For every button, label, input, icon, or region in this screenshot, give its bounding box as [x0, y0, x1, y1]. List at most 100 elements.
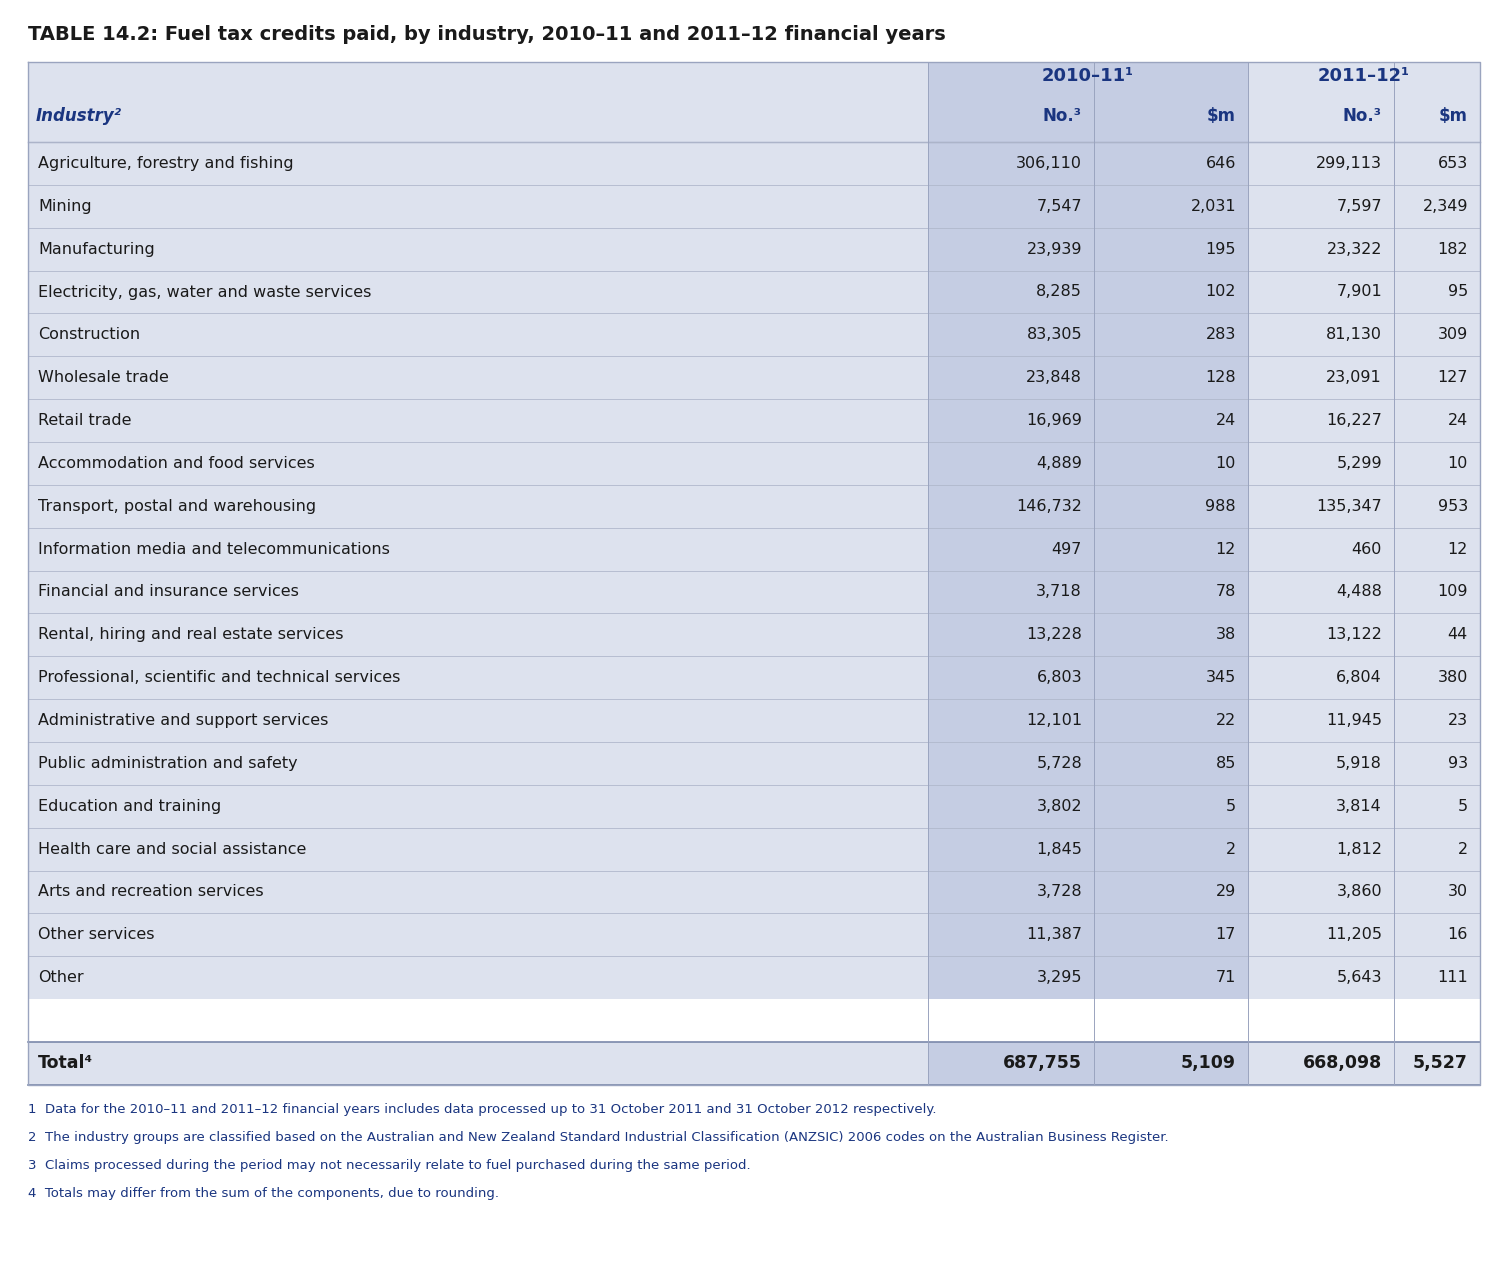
Text: 3,718: 3,718 [1036, 585, 1083, 599]
Text: 10: 10 [1215, 455, 1237, 471]
Text: 12: 12 [1215, 542, 1237, 557]
Text: Accommodation and food services: Accommodation and food services [38, 455, 315, 471]
Bar [1249, 62, 1479, 142]
Text: Mining: Mining [38, 198, 92, 214]
Text: 16,969: 16,969 [1025, 413, 1083, 429]
Bar [927, 441, 1249, 485]
Text: 11,945: 11,945 [1326, 714, 1381, 728]
Text: 11,387: 11,387 [1025, 927, 1083, 943]
Text: 3,814: 3,814 [1336, 799, 1381, 814]
Bar [1249, 785, 1479, 828]
Text: $m: $m [1206, 107, 1237, 125]
Bar [29, 228, 927, 271]
Text: Public administration and safety: Public administration and safety [38, 756, 297, 771]
Text: 7,597: 7,597 [1336, 198, 1381, 214]
Text: 11,205: 11,205 [1326, 927, 1381, 943]
Text: 23: 23 [1448, 714, 1467, 728]
Text: 12: 12 [1448, 542, 1467, 557]
Text: 5,299: 5,299 [1336, 455, 1381, 471]
Text: 3,728: 3,728 [1036, 884, 1083, 899]
Text: 10: 10 [1448, 455, 1467, 471]
Bar [1249, 700, 1479, 742]
Text: 4  Totals may differ from the sum of the components, due to rounding.: 4 Totals may differ from the sum of the … [29, 1187, 499, 1199]
Text: 24: 24 [1448, 413, 1467, 429]
Text: 5,918: 5,918 [1336, 756, 1381, 771]
Bar [1249, 828, 1479, 870]
Text: 3  Claims processed during the period may not necessarily relate to fuel purchas: 3 Claims processed during the period may… [29, 1159, 751, 1172]
Text: 283: 283 [1205, 327, 1237, 342]
Bar [29, 870, 927, 913]
Text: Professional, scientific and technical services: Professional, scientific and technical s… [38, 670, 401, 686]
Bar [927, 656, 1249, 700]
Bar [29, 913, 927, 957]
Text: Other services: Other services [38, 927, 154, 943]
Text: Wholesale trade: Wholesale trade [38, 370, 169, 385]
Bar [1249, 356, 1479, 399]
Text: 23,848: 23,848 [1025, 370, 1083, 385]
Bar [1249, 1042, 1479, 1085]
Text: 988: 988 [1205, 499, 1237, 514]
Text: No.³: No.³ [1344, 107, 1381, 125]
Text: 7,547: 7,547 [1036, 198, 1083, 214]
Text: Arts and recreation services: Arts and recreation services [38, 884, 264, 899]
Bar [1249, 399, 1479, 441]
Text: 953: 953 [1437, 499, 1467, 514]
Bar [29, 528, 927, 571]
Text: 687,755: 687,755 [1003, 1054, 1083, 1072]
Text: 668,098: 668,098 [1303, 1054, 1381, 1072]
Bar [29, 785, 927, 828]
Text: 85: 85 [1215, 756, 1237, 771]
Bar [29, 399, 927, 441]
Bar [1249, 742, 1479, 785]
Text: Agriculture, forestry and fishing: Agriculture, forestry and fishing [38, 156, 294, 170]
Text: 1  Data for the 2010–11 and 2011–12 financial years includes data processed up t: 1 Data for the 2010–11 and 2011–12 finan… [29, 1103, 936, 1116]
Text: 4,488: 4,488 [1336, 585, 1381, 599]
Text: 2011–12¹: 2011–12¹ [1318, 67, 1410, 85]
Text: 2: 2 [1458, 842, 1467, 856]
Bar [29, 62, 927, 142]
Bar [927, 828, 1249, 870]
Text: Transport, postal and warehousing: Transport, postal and warehousing [38, 499, 317, 514]
Text: 38: 38 [1215, 627, 1237, 642]
Bar [1249, 528, 1479, 571]
Text: 93: 93 [1448, 756, 1467, 771]
Bar [927, 700, 1249, 742]
Text: 16,227: 16,227 [1326, 413, 1381, 429]
Text: 195: 195 [1205, 242, 1237, 257]
Text: Electricity, gas, water and waste services: Electricity, gas, water and waste servic… [38, 285, 371, 299]
Text: 30: 30 [1448, 884, 1467, 899]
Text: 128: 128 [1205, 370, 1237, 385]
Text: Education and training: Education and training [38, 799, 222, 814]
Text: 135,347: 135,347 [1316, 499, 1381, 514]
Text: 2,349: 2,349 [1422, 198, 1467, 214]
Bar [29, 1042, 927, 1085]
Bar [927, 785, 1249, 828]
Text: 83,305: 83,305 [1027, 327, 1083, 342]
Bar [1249, 441, 1479, 485]
Bar [927, 399, 1249, 441]
Bar [29, 700, 927, 742]
Text: 44: 44 [1448, 627, 1467, 642]
Bar [927, 62, 1249, 142]
Text: 109: 109 [1437, 585, 1467, 599]
Text: 23,091: 23,091 [1326, 370, 1381, 385]
Bar [927, 485, 1249, 528]
Text: 29: 29 [1215, 884, 1237, 899]
Text: Manufacturing: Manufacturing [38, 242, 155, 257]
Bar [1249, 913, 1479, 957]
Bar [927, 184, 1249, 228]
Bar [29, 656, 927, 700]
Bar [927, 613, 1249, 656]
Text: 146,732: 146,732 [1016, 499, 1083, 514]
Bar [29, 271, 927, 313]
Bar [1249, 184, 1479, 228]
Bar [927, 142, 1249, 184]
Text: Administrative and support services: Administrative and support services [38, 714, 329, 728]
Bar [1249, 313, 1479, 356]
Text: 380: 380 [1437, 670, 1467, 686]
Text: 17: 17 [1215, 927, 1237, 943]
Text: 78: 78 [1215, 585, 1237, 599]
Text: Financial and insurance services: Financial and insurance services [38, 585, 299, 599]
Bar [29, 485, 927, 528]
Bar [1249, 485, 1479, 528]
